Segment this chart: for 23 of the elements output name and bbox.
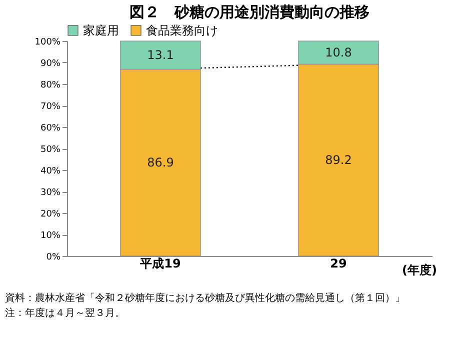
- y-tick-label: 80%: [40, 80, 61, 90]
- legend-label: 食品業務向け: [146, 23, 218, 38]
- data-label: 86.9: [147, 156, 174, 170]
- y-tick-label: 0%: [46, 252, 61, 262]
- data-label: 10.8: [325, 46, 352, 60]
- y-tick-label: 60%: [40, 124, 61, 134]
- text: 資料：農林水産省「令和２砂糖年度における砂糖及び異性化糖の需給見通し（第１回）」: [5, 292, 405, 304]
- x-tick-label: 29: [330, 256, 347, 270]
- y-tick-label: 40%: [40, 166, 61, 176]
- y-tick-label: 90%: [40, 59, 61, 69]
- y-tick-label: 50%: [40, 145, 61, 155]
- y-tick-label: 30%: [40, 188, 61, 198]
- chart-title: 図２ 砂糖の用途別消費動向の推移: [130, 3, 370, 21]
- data-label: 89.2: [325, 153, 352, 168]
- y-tick-label: 100%: [34, 38, 61, 48]
- y-tick-label: 70%: [40, 102, 61, 112]
- y-tick-label: 20%: [40, 210, 61, 220]
- text: 注：年度は４月～翌３月。: [5, 307, 125, 319]
- data-label: 13.1: [147, 48, 174, 62]
- legend-label: 家庭用: [83, 23, 119, 38]
- x-tick-label: 平成19: [139, 256, 181, 270]
- x-axis-title: (年度): [402, 263, 437, 277]
- y-tick-label: 10%: [40, 231, 61, 241]
